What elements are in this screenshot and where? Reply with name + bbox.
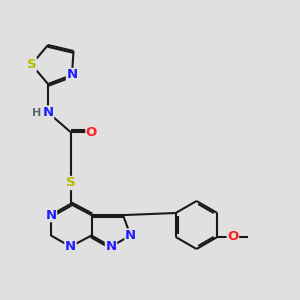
Text: N: N bbox=[45, 208, 57, 222]
Text: N: N bbox=[105, 240, 117, 253]
Text: N: N bbox=[66, 68, 78, 82]
Text: H: H bbox=[32, 107, 41, 118]
Text: O: O bbox=[227, 230, 239, 244]
Text: N: N bbox=[42, 106, 54, 119]
Text: S: S bbox=[27, 58, 36, 71]
Text: O: O bbox=[86, 125, 97, 139]
Text: N: N bbox=[125, 229, 136, 242]
Text: N: N bbox=[65, 240, 76, 253]
Text: S: S bbox=[66, 176, 75, 190]
